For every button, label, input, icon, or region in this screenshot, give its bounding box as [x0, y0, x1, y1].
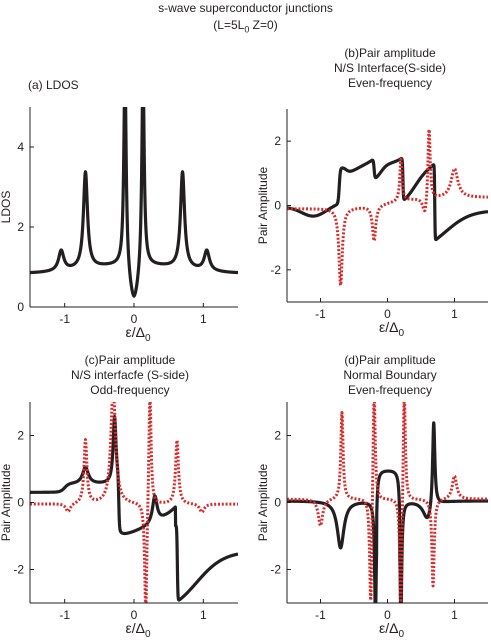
panel-d-title-line-1: (d)Pair amplitude — [344, 353, 436, 367]
panel-b-x-axis-label: ε/Δ0 — [379, 319, 404, 339]
panel-a-x-axis-label-main: ε/Δ — [125, 324, 144, 340]
panel-d-y-tick-label: 2 — [274, 429, 281, 443]
panel-a-x-tick-label: 1 — [200, 312, 207, 326]
panel-d-x-tick-label: 0 — [384, 608, 391, 622]
panel-d-x-tick-label: -1 — [315, 608, 326, 622]
panel-a-y-tick-label: 2 — [17, 220, 24, 234]
panel-c-x-tick-label: 1 — [200, 608, 207, 622]
panel-a-y-tick-label: 0 — [17, 300, 24, 314]
panel-c-x-axis-label-sub: 0 — [145, 629, 151, 640]
panel-d-title-line-2: Normal Boundary — [343, 368, 437, 382]
panel-b-x-axis-label-sub: 0 — [398, 328, 404, 339]
panel-c-x-axis-label-main: ε/Δ — [125, 620, 144, 636]
panel-c-x-axis-label: ε/Δ0 — [125, 620, 150, 640]
panel-a-title: (a) LDOS — [28, 78, 188, 93]
panel-c-title-line-1: (c)Pair amplitude — [84, 353, 176, 367]
panel-a-x-tick-label: -1 — [59, 312, 70, 326]
panel-d-x-axis-label-main: ε/Δ — [379, 620, 398, 636]
panel-b-title-line-3: Even-frequency — [347, 76, 433, 90]
subtitle-part1: (L=5L — [213, 18, 245, 32]
panel-b-y-axis-label: Pair Amplitude — [256, 166, 270, 244]
panel-d-black-series-line — [287, 421, 488, 603]
panel-c-title: (c)Pair amplitude N/S interfacfe (S-side… — [30, 353, 230, 398]
subtitle-part2: Z=0) — [249, 18, 278, 32]
panel-c-title-line-3: Odd-frequency — [90, 383, 170, 397]
panel-d-y-tick-label: 0 — [274, 496, 281, 510]
panel-b-y-tick-label: 0 — [274, 199, 281, 213]
panel-c-y-tick-label: -2 — [13, 563, 24, 577]
panel-a-x-axis-label: ε/Δ0 — [125, 324, 150, 344]
figure-subtitle: (L=5L0 Z=0) — [0, 18, 491, 37]
panel-c-red-series-line — [30, 402, 238, 603]
panel-b-red-series-line — [287, 128, 488, 287]
panel-d-y-tick-label: -2 — [270, 563, 281, 577]
panel-c-black-series-line — [30, 414, 238, 602]
panel-a-x-axis-label-sub: 0 — [145, 333, 151, 344]
panel-c-y-tick-label: 2 — [17, 429, 24, 443]
panel-c-x-tick-label: 0 — [131, 608, 138, 622]
panel-b-x-axis-label-main: ε/Δ — [379, 319, 398, 335]
panel-a-title-line: (a) LDOS — [28, 78, 79, 92]
figure-title: s-wave superconductor junctions — [158, 1, 333, 15]
panel-b-x-tick-label: 0 — [384, 307, 391, 321]
panel-d-x-axis-label: ε/Δ0 — [379, 620, 404, 640]
panel-b-y-tick-label: -2 — [270, 263, 281, 277]
panel-c-x-tick-label: -1 — [59, 608, 70, 622]
panel-b-title: (b)Pair amplitude N/S Interface(S-side) … — [300, 46, 480, 91]
subtitle-subscript: 0 — [244, 24, 250, 35]
panel-c-title-line-2: N/S interfacfe (S-side) — [70, 368, 190, 382]
panel-a-y-axis-label: LDOS — [0, 191, 13, 224]
panel-b-x-tick-label: 1 — [451, 307, 458, 321]
panel-d-y-axis-label: Pair Amplitude — [256, 463, 270, 541]
panel-b-title-line-2: N/S Interface(S-side) — [333, 61, 447, 75]
panel-b-title-line-1: (b)Pair amplitude — [344, 46, 436, 60]
panel-d-title: (d)Pair amplitude Normal Boundary Even-f… — [290, 353, 490, 398]
panel-a-black-series-line — [30, 107, 238, 298]
panel-b-x-tick-label: -1 — [315, 307, 326, 321]
panel-c-y-tick-label: 0 — [17, 496, 24, 510]
panel-a-x-tick-label: 0 — [131, 312, 138, 326]
panel-b-y-tick-label: 2 — [274, 134, 281, 148]
panel-a-y-tick-label: 4 — [17, 140, 24, 154]
panel-d-red-series-line — [287, 402, 488, 602]
panel-b-black-series-line — [287, 156, 488, 242]
panel-d-title-line-3: Even-frequency — [347, 383, 433, 397]
panel-c-y-axis-label: Pair Amplitude — [0, 463, 13, 541]
panel-d-x-tick-label: 1 — [451, 608, 458, 622]
panel-d-x-axis-label-sub: 0 — [398, 629, 404, 640]
